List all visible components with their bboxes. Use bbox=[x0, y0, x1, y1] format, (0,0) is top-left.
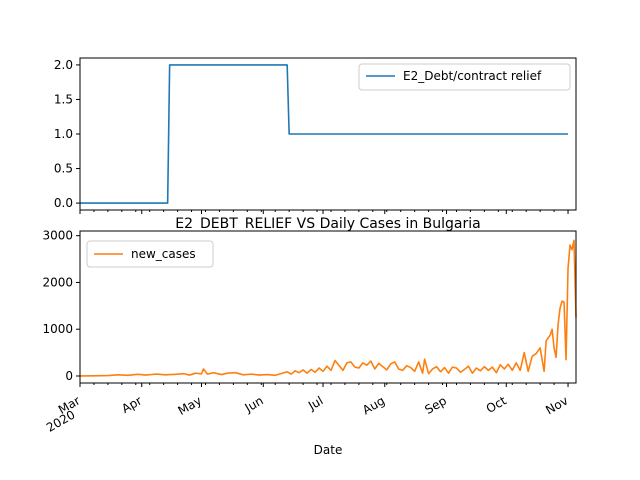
bottom-legend-box bbox=[86, 240, 214, 268]
x-tick-label: Jul bbox=[305, 393, 325, 413]
bottom-y-tick-label: 1000 bbox=[42, 322, 73, 336]
bottom-y-tick-label: 0 bbox=[65, 369, 73, 383]
bottom-y-tick-label: 3000 bbox=[42, 229, 73, 243]
top-legend-box bbox=[358, 63, 571, 91]
top-series-line bbox=[80, 64, 569, 204]
top-y-tick-label: 0.5 bbox=[54, 162, 73, 176]
x-axis-label: Date bbox=[314, 443, 343, 457]
bottom-series-layer bbox=[79, 239, 577, 377]
chart-title: E2_DEBT_RELIEF VS Daily Cases in Bulgari… bbox=[175, 216, 480, 232]
top-y-axis: 0.0 0.5 1.0 1.5 2.0 bbox=[54, 58, 80, 210]
bottom-y-axis: 0 1000 2000 3000 bbox=[42, 229, 80, 383]
top-legend-label: E2_Debt/contract relief bbox=[403, 69, 542, 83]
bottom-axes-frame bbox=[79, 230, 577, 384]
bottom-legend-label: new_cases bbox=[131, 247, 196, 261]
bottom-y-tick-label: 2000 bbox=[42, 275, 73, 289]
top-y-tick-label: 2.0 bbox=[54, 58, 73, 72]
top-panel: 0.0 0.5 1.0 1.5 2.0 E2_Debt/contract relief bbox=[54, 57, 577, 214]
bottom-legend: new_cases bbox=[86, 240, 214, 268]
top-y-tick-label: 1.0 bbox=[54, 127, 73, 141]
top-legend: E2_Debt/contract relief bbox=[358, 63, 571, 91]
top-y-tick-label: 0.0 bbox=[54, 196, 73, 210]
top-x-axis bbox=[79, 210, 569, 214]
top-y-tick-label: 1.5 bbox=[54, 92, 73, 106]
bottom-series-line bbox=[79, 239, 577, 377]
top-series-layer bbox=[80, 64, 569, 204]
